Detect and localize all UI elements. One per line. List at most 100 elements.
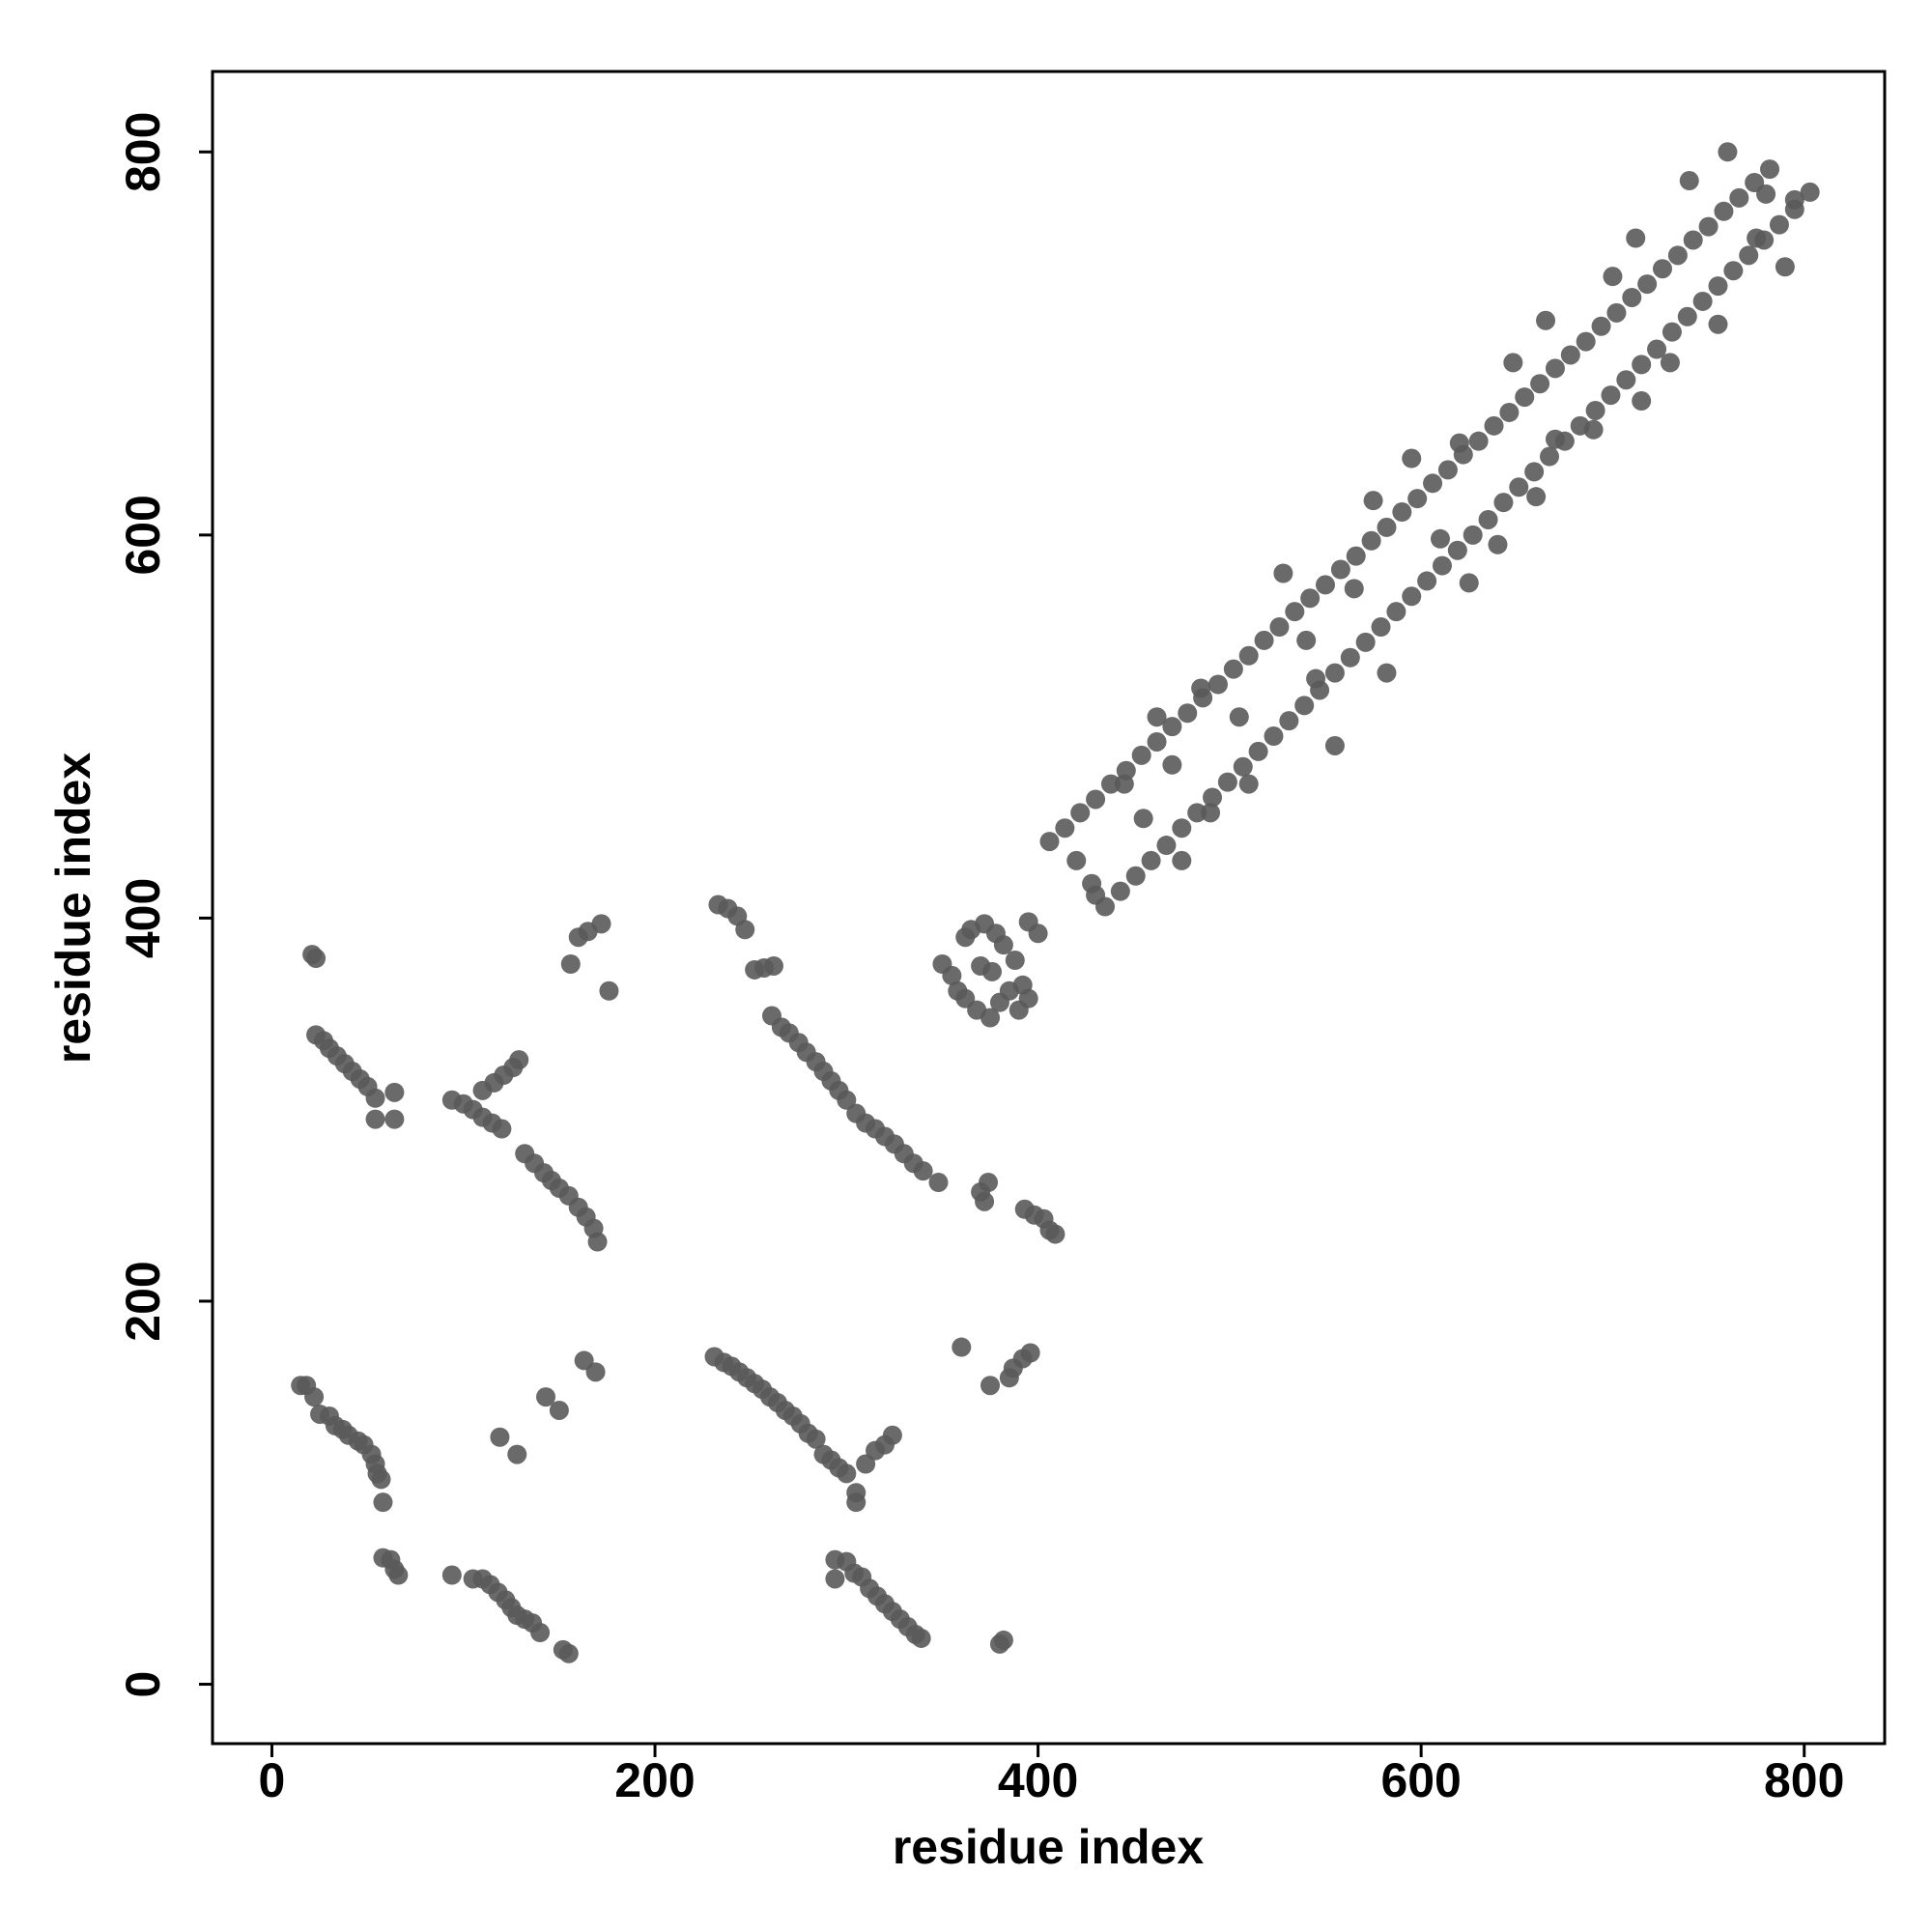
point: [509, 1050, 529, 1070]
point: [1208, 674, 1228, 695]
point: [1632, 391, 1652, 412]
x-tick-label: 800: [1764, 1753, 1844, 1807]
point: [492, 1119, 512, 1139]
point: [1279, 711, 1299, 731]
x-tick-label: 400: [998, 1753, 1078, 1807]
point: [490, 1427, 510, 1447]
point: [558, 1643, 579, 1663]
point: [1217, 772, 1237, 792]
point: [806, 1429, 826, 1449]
point: [1784, 189, 1804, 210]
point: [1545, 429, 1565, 449]
point: [365, 1088, 385, 1108]
point: [365, 1109, 385, 1129]
point: [1371, 617, 1391, 638]
y-tick-label: 800: [116, 112, 170, 192]
point: [980, 1008, 1001, 1028]
point: [1606, 302, 1627, 323]
point: [373, 1492, 393, 1513]
point: [955, 927, 976, 948]
point: [441, 1565, 462, 1585]
point: [585, 1362, 606, 1382]
point: [306, 949, 327, 969]
point: [1055, 818, 1075, 838]
y-tick-label: 200: [116, 1261, 170, 1341]
point: [1667, 245, 1688, 266]
point: [1296, 630, 1317, 650]
point: [1377, 517, 1397, 537]
point: [1524, 462, 1545, 482]
point: [1131, 745, 1151, 765]
point: [371, 1469, 391, 1490]
point: [911, 1628, 931, 1648]
point: [825, 1569, 845, 1589]
y-tick-label: 400: [116, 878, 170, 958]
point: [304, 1387, 325, 1407]
point: [591, 914, 611, 934]
point: [1423, 473, 1443, 494]
y-tick-label: 0: [116, 1671, 170, 1698]
point: [1739, 245, 1759, 266]
point: [1355, 632, 1376, 652]
point: [1269, 617, 1290, 638]
point: [1285, 602, 1305, 622]
point: [1162, 754, 1182, 775]
x-tick-label: 0: [259, 1753, 286, 1807]
point: [1449, 433, 1469, 453]
point: [1503, 353, 1523, 373]
point: [856, 1454, 876, 1474]
point: [1402, 448, 1422, 469]
point: [560, 953, 581, 974]
point: [1718, 142, 1738, 162]
point: [1616, 370, 1636, 390]
y-axis-title: residue index: [46, 753, 100, 1065]
point: [1526, 487, 1547, 507]
point: [993, 1630, 1013, 1650]
point: [1708, 314, 1728, 334]
point: [1340, 647, 1360, 668]
point: [549, 1400, 569, 1420]
point: [1330, 559, 1350, 580]
point: [980, 1376, 1001, 1396]
point: [1545, 358, 1565, 379]
point: [1344, 579, 1364, 599]
point: [1070, 803, 1091, 823]
point: [1488, 534, 1508, 554]
y-tick-label: 600: [116, 495, 170, 575]
point: [1086, 885, 1106, 905]
point: [1223, 659, 1243, 679]
point: [1478, 509, 1498, 529]
point: [1316, 575, 1336, 595]
point: [1560, 345, 1580, 365]
point: [979, 1173, 999, 1193]
point: [1172, 850, 1192, 870]
point: [1583, 419, 1604, 440]
x-tick-label: 200: [614, 1753, 695, 1807]
point: [735, 920, 755, 940]
point: [1273, 563, 1293, 583]
point: [1020, 1343, 1040, 1363]
point: [1407, 489, 1428, 509]
point: [1729, 187, 1749, 208]
point: [536, 1387, 556, 1407]
point: [587, 1232, 608, 1252]
point: [1346, 546, 1366, 566]
point: [599, 980, 619, 1001]
point: [1086, 789, 1106, 810]
point: [1637, 274, 1658, 295]
point: [1747, 228, 1767, 248]
point: [1540, 446, 1560, 467]
point: [1264, 726, 1284, 747]
point: [1005, 951, 1025, 971]
point: [1760, 159, 1780, 180]
point: [1402, 586, 1422, 607]
point: [942, 965, 962, 985]
point: [1647, 339, 1667, 359]
point: [1254, 630, 1274, 650]
point: [1147, 707, 1167, 727]
point: [1679, 171, 1699, 191]
point: [507, 1444, 527, 1464]
point: [1800, 182, 1820, 202]
point: [1591, 316, 1611, 336]
x-axis-title: residue index: [893, 1820, 1205, 1874]
